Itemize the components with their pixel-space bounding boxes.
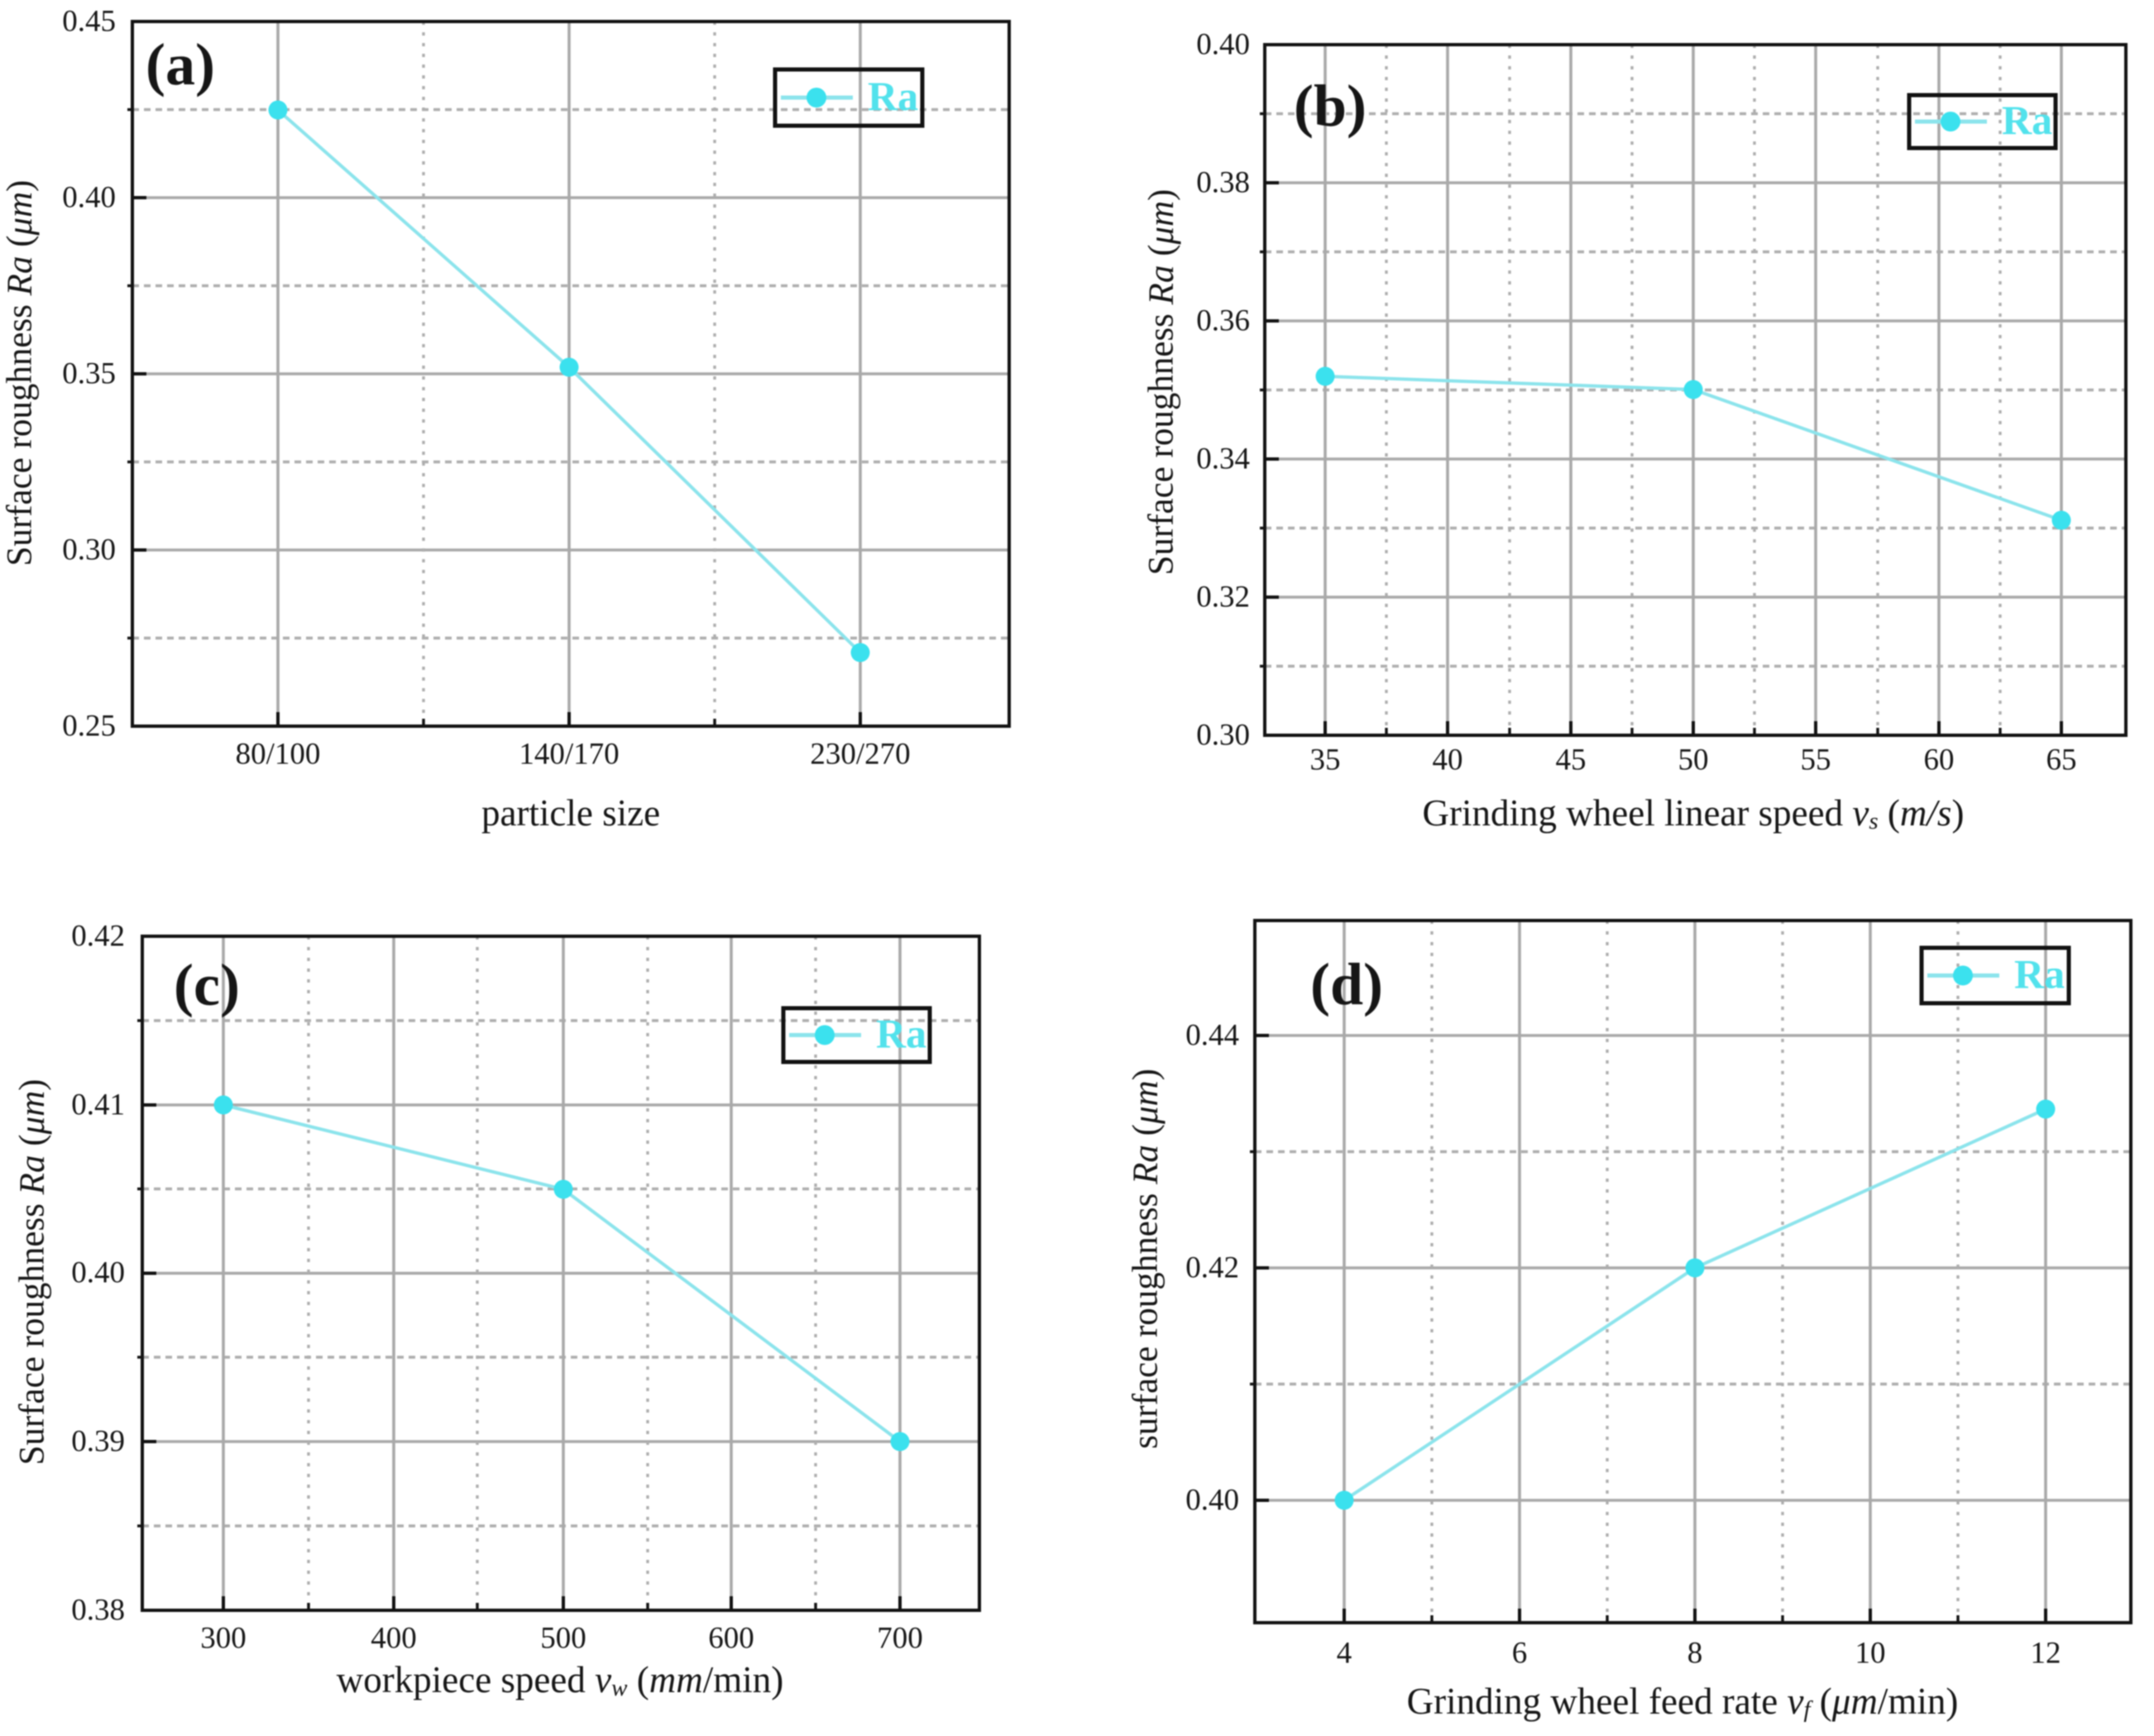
svg-text:0.34: 0.34 — [1196, 442, 1250, 476]
svg-text:0.38: 0.38 — [71, 1594, 125, 1628]
svg-text:0.40: 0.40 — [1196, 28, 1250, 62]
svg-text:700: 700 — [877, 1622, 923, 1656]
svg-text:400: 400 — [371, 1622, 417, 1656]
svg-text:60: 60 — [1924, 744, 1955, 777]
svg-text:Surface roughness Ra (μm): Surface roughness Ra (μm) — [1142, 189, 1181, 575]
svg-text:(d): (d) — [1310, 951, 1383, 1017]
svg-text:600: 600 — [708, 1622, 754, 1656]
svg-text:8: 8 — [1687, 1637, 1703, 1671]
svg-text:0.38: 0.38 — [1196, 166, 1250, 200]
svg-text:140/170: 140/170 — [519, 738, 619, 772]
svg-text:Ra: Ra — [876, 1011, 926, 1057]
svg-text:Ra: Ra — [2014, 951, 2065, 997]
svg-text:0.40: 0.40 — [71, 1256, 125, 1290]
svg-text:(c): (c) — [174, 952, 240, 1018]
svg-text:0.36: 0.36 — [1196, 304, 1250, 338]
svg-text:particle size: particle size — [481, 792, 660, 834]
svg-text:80/100: 80/100 — [236, 738, 321, 772]
svg-text:55: 55 — [1801, 744, 1831, 777]
svg-text:Ra: Ra — [2002, 97, 2052, 143]
svg-text:0.45: 0.45 — [62, 5, 116, 39]
svg-text:35: 35 — [1310, 744, 1341, 777]
svg-text:50: 50 — [1678, 744, 1709, 777]
svg-text:(b): (b) — [1294, 73, 1367, 139]
svg-text:0.30: 0.30 — [62, 533, 116, 567]
svg-text:0.41: 0.41 — [71, 1088, 125, 1122]
svg-text:0.35: 0.35 — [62, 357, 116, 391]
svg-text:45: 45 — [1556, 744, 1587, 777]
svg-text:workpiece speed vw (mm/min): workpiece speed vw (mm/min) — [337, 1659, 783, 1701]
svg-text:Grinding wheel feed rate vf (μ: Grinding wheel feed rate vf (μm/min) — [1407, 1681, 1959, 1723]
svg-text:0.40: 0.40 — [1185, 1484, 1239, 1518]
svg-text:10: 10 — [1855, 1637, 1886, 1671]
svg-text:0.42: 0.42 — [1185, 1251, 1239, 1285]
svg-text:Surface roughness Ra (μm): Surface roughness Ra (μm) — [1, 179, 40, 566]
svg-text:230/270: 230/270 — [810, 738, 910, 772]
svg-text:12: 12 — [2031, 1637, 2061, 1671]
svg-text:0.32: 0.32 — [1196, 581, 1250, 615]
svg-text:(a): (a) — [146, 31, 215, 98]
svg-text:500: 500 — [540, 1622, 586, 1656]
svg-text:65: 65 — [2046, 744, 2077, 777]
svg-text:0.39: 0.39 — [71, 1425, 125, 1459]
svg-text:0.40: 0.40 — [62, 181, 116, 215]
svg-text:0.44: 0.44 — [1185, 1019, 1239, 1053]
svg-text:Grinding wheel linear speed vs: Grinding wheel linear speed vs (m/s) — [1423, 792, 1965, 835]
svg-text:Ra: Ra — [868, 73, 918, 119]
svg-text:40: 40 — [1433, 744, 1463, 777]
svg-text:surface roughness Ra (μm): surface roughness Ra (μm) — [1127, 1069, 1166, 1449]
svg-text:0.25: 0.25 — [62, 710, 116, 744]
svg-text:6: 6 — [1512, 1637, 1528, 1671]
svg-text:0.42: 0.42 — [71, 920, 125, 954]
svg-text:0.30: 0.30 — [1196, 719, 1250, 753]
svg-text:Surface roughness Ra (μm): Surface roughness Ra (μm) — [13, 1078, 52, 1465]
svg-text:300: 300 — [200, 1622, 247, 1656]
svg-text:4: 4 — [1337, 1637, 1352, 1671]
